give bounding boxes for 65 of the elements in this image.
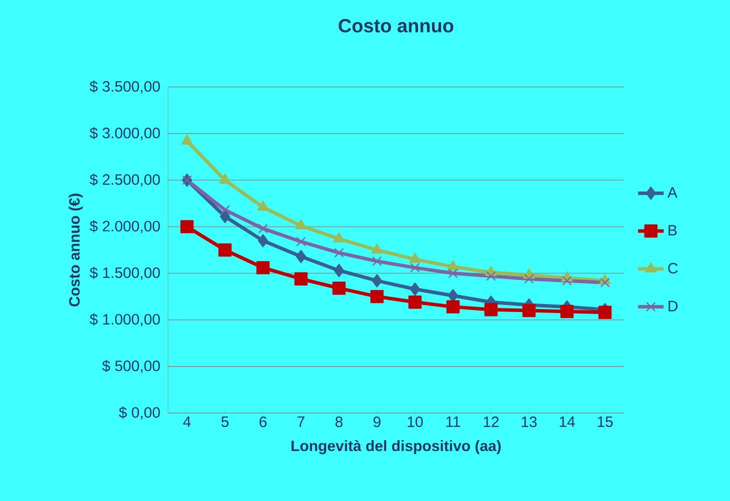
point: [522, 304, 536, 318]
x-tick-label: 7: [298, 416, 304, 427]
x-axis-title: Longevità del dispositivo (aa): [292, 440, 501, 454]
point: [334, 264, 344, 278]
point: [295, 219, 307, 230]
point: [486, 271, 496, 281]
point: [409, 252, 421, 263]
point: [448, 289, 458, 302]
point: [408, 296, 422, 309]
point: [484, 303, 498, 316]
point: [218, 243, 232, 257]
x-tick-label: 6: [260, 416, 267, 428]
point: [257, 200, 269, 211]
point: [448, 268, 458, 278]
point: [219, 174, 231, 184]
x-tick-label: 8: [335, 416, 343, 428]
point: [180, 220, 194, 234]
point: [256, 261, 270, 274]
x-tick-label: 5: [221, 416, 229, 427]
y-tick-label: $ 0,00: [118, 406, 160, 420]
point: [220, 205, 230, 215]
x-tick-label: 9: [374, 416, 380, 428]
point: [447, 260, 459, 270]
point: [334, 248, 344, 258]
y-tick-label: $ 1.500,00: [90, 266, 160, 280]
point: [598, 306, 612, 320]
point: [410, 282, 420, 296]
point: [371, 243, 383, 254]
point: [296, 236, 306, 246]
x-tick-label: 10: [408, 416, 423, 428]
point: [258, 234, 268, 248]
x-tick-label: 12: [484, 416, 499, 428]
point: [220, 210, 230, 224]
x-tick-label: 15: [598, 416, 613, 427]
x-tick-label: 14: [560, 416, 575, 427]
point: [446, 300, 460, 314]
y-tick-label: $ 3.000,00: [90, 127, 160, 140]
point: [370, 290, 384, 304]
point: [294, 272, 308, 286]
point: [332, 282, 346, 295]
legend-label: B: [668, 225, 677, 236]
y-tick-label: $ 1.000,00: [90, 313, 160, 326]
chart-title: Costo annuo: [338, 19, 454, 32]
point: [560, 304, 574, 318]
y-tick-label: $ 500,00: [102, 360, 160, 373]
point: [181, 134, 193, 145]
point: [258, 224, 268, 234]
x-tick-label: 4: [183, 416, 191, 427]
point: [372, 256, 382, 266]
y-axis-title: Costo annuo (€): [68, 194, 83, 306]
point: [372, 274, 382, 288]
y-tick-label: $ 3.500,00: [90, 80, 160, 94]
point: [600, 278, 610, 288]
legend-label: D: [668, 300, 678, 312]
point: [296, 250, 306, 264]
x-tick-label: 11: [446, 416, 460, 427]
legend-label: A: [667, 187, 678, 198]
x-tick-label: 13: [522, 416, 537, 428]
point: [410, 262, 420, 273]
point: [333, 232, 345, 242]
point: [562, 276, 572, 286]
y-tick-label: $ 2.500,00: [90, 174, 160, 187]
point: [524, 274, 534, 284]
y-tick-label: $ 2.000,00: [90, 220, 160, 234]
legend-label: C: [668, 262, 678, 274]
